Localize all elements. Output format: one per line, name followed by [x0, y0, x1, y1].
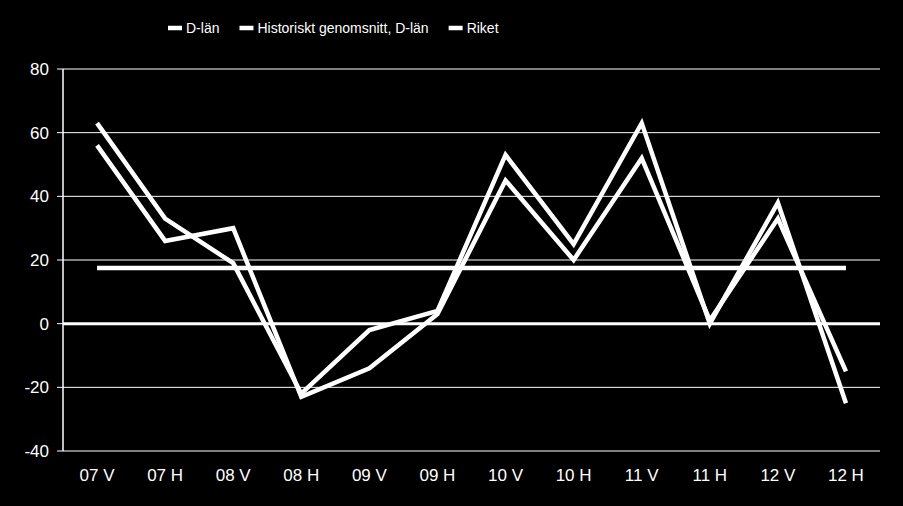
legend-swatch — [239, 26, 253, 31]
y-tick-label: 60 — [30, 124, 49, 143]
y-tick-label: -20 — [24, 378, 49, 397]
x-tick-label: 12 V — [760, 466, 796, 485]
background — [0, 0, 903, 506]
series-line — [97, 266, 846, 271]
grid-line — [63, 69, 880, 70]
y-tick-label: 20 — [30, 251, 49, 270]
legend-swatch — [168, 26, 182, 31]
y-tick — [57, 196, 63, 197]
legend-swatch — [449, 26, 463, 31]
plot-area — [97, 123, 846, 403]
x-tick-label: 11 H — [692, 466, 727, 485]
y-tick-label: 80 — [30, 60, 49, 79]
x-tick-label: 07 H — [147, 466, 183, 485]
y-tick-label: 0 — [40, 315, 49, 334]
y-tick — [57, 387, 63, 388]
y-tick-label: 40 — [30, 187, 49, 206]
x-tick-label: 12 H — [828, 466, 864, 485]
x-tick-label: 09 H — [419, 466, 455, 485]
y-axis — [62, 69, 64, 451]
x-tick-label: 07 V — [80, 466, 116, 485]
series-line — [97, 145, 846, 396]
x-tick-label: 09 V — [352, 466, 388, 485]
y-tick-label: -40 — [24, 442, 49, 461]
grid-line — [63, 196, 880, 197]
x-axis — [63, 322, 880, 325]
legend-label: Riket — [467, 20, 499, 36]
grid-line — [63, 132, 880, 133]
legend-label: D-län — [186, 20, 219, 36]
grid-line — [63, 451, 880, 452]
x-tick-label: 08 V — [216, 466, 252, 485]
y-tick — [57, 69, 63, 70]
grid-line — [63, 387, 880, 388]
y-tick — [57, 132, 63, 133]
y-tick — [57, 451, 63, 452]
x-tick-label: 10 V — [488, 466, 524, 485]
x-tick-label: 08 H — [283, 466, 319, 485]
chart: -40 -20 0 20 40 60 80 07 V 07 H 08 V 08 H 09 V 09 H 1… — [0, 0, 903, 506]
x-tick-label: 10 H — [556, 466, 592, 485]
y-tick — [57, 260, 63, 261]
x-tick-label: 11 V — [625, 466, 659, 485]
y-tick — [57, 323, 63, 324]
grid-line — [63, 260, 880, 261]
series-line — [97, 123, 846, 403]
legend-label: Historiskt genomsnitt, D-län — [257, 20, 428, 36]
